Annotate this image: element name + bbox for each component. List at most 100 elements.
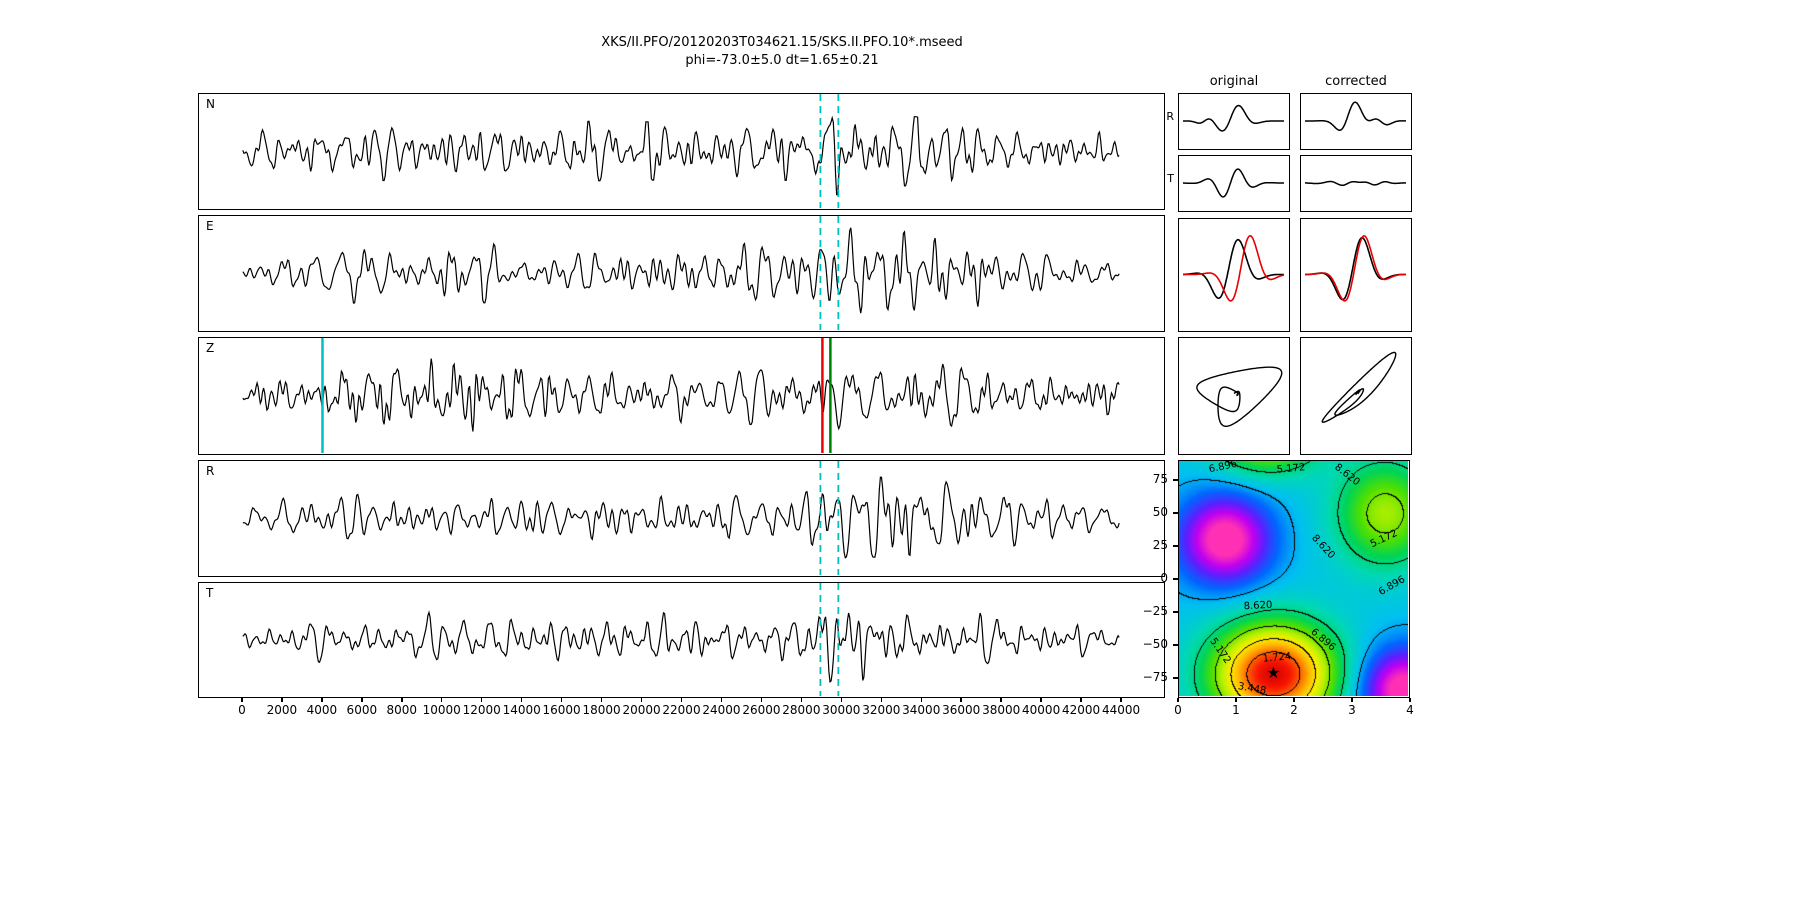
waveform-plot-N <box>242 94 1120 208</box>
waveform-plot-Z <box>242 338 1120 453</box>
fast-slow-panel-corrected-plot <box>1305 234 1406 302</box>
x-axis-tick-label: 14000 <box>502 703 541 717</box>
x-axis-tick <box>560 698 563 702</box>
x-axis-tick-label: 36000 <box>942 703 981 717</box>
map-y-tick-label: −75 <box>1142 670 1168 685</box>
map-y-tick <box>1173 578 1178 580</box>
map-x-tick <box>1235 698 1237 702</box>
seismogram-trace-Z <box>242 358 1120 432</box>
map-y-tick <box>1173 479 1178 481</box>
particle-motion-panel-original-plot <box>1196 366 1283 428</box>
map-y-tick-label: 50 <box>1152 504 1168 519</box>
x-axis-tick-label: 38000 <box>982 703 1021 717</box>
x-axis-tick <box>361 698 363 702</box>
x-axis-tick-label: 42000 <box>1061 703 1101 717</box>
seismogram-trace-R <box>242 476 1120 559</box>
map-y-tick-label: 0 <box>1160 571 1168 585</box>
waveform-panel-R: R <box>198 460 1165 577</box>
small-panel-R-original <box>1178 93 1290 150</box>
figure-subtitle-result: phi=-73.0±5.0 dt=1.65±0.21 <box>685 53 879 68</box>
panel-label-Z: Z <box>206 341 215 355</box>
particle-motion-trace <box>1196 366 1283 428</box>
x-axis-tick <box>680 698 683 702</box>
small-trace <box>1305 234 1406 302</box>
small-panel-R-corrected <box>1300 93 1412 150</box>
x-axis-tick <box>760 698 763 702</box>
row-label-R: R <box>1166 110 1174 123</box>
small-trace <box>1183 234 1284 302</box>
map-x-tick <box>1177 698 1179 702</box>
waveform-plot-R <box>242 461 1120 575</box>
x-axis-tick-label: 40000 <box>1022 703 1061 717</box>
map-x-tick-label: 1 <box>1232 703 1240 717</box>
small-panel-T-original <box>1178 155 1290 212</box>
x-axis-tick <box>840 698 843 702</box>
map-x-tick <box>1409 698 1411 702</box>
column-header-corrected: corrected <box>1325 74 1387 89</box>
map-x-tick <box>1351 698 1353 702</box>
panel-label-N: N <box>206 97 215 111</box>
x-axis-tick <box>920 698 922 702</box>
fast-slow-panel-corrected <box>1300 218 1412 332</box>
column-header-original: original <box>1209 74 1259 89</box>
energy-map-canvas <box>1179 461 1408 696</box>
fast-slow-panel-original-plot <box>1183 234 1284 302</box>
x-axis-tick-label: 30000 <box>822 703 861 717</box>
map-y-tick <box>1173 611 1178 613</box>
particle-motion-panel-corrected <box>1300 337 1412 455</box>
waveform-plot-E <box>242 216 1120 330</box>
row-label-T: T <box>1167 172 1174 185</box>
waveform-panel-Z: Z <box>198 337 1165 455</box>
map-y-tick <box>1173 512 1178 514</box>
x-axis-tick <box>480 698 483 702</box>
x-axis-tick-label: 12000 <box>462 703 501 717</box>
particle-motion-panel-original <box>1178 337 1290 455</box>
x-axis-tick-label: 16000 <box>542 703 581 717</box>
small-panel-T-original-plot <box>1183 168 1284 198</box>
small-trace <box>1183 168 1284 198</box>
x-axis-tick-label: 34000 <box>902 703 941 717</box>
x-axis-tick-label: 0 <box>238 703 246 717</box>
x-axis-tick <box>520 698 523 702</box>
figure-title: XKS/II.PFO/20120203T034621.15/SKS.II.PFO… <box>601 35 963 50</box>
map-y-tick-label: 25 <box>1152 537 1168 552</box>
map-y-tick-label: −50 <box>1142 637 1168 652</box>
panel-label-E: E <box>206 219 214 233</box>
waveform-panel-T: T <box>198 582 1165 698</box>
map-x-tick-label: 2 <box>1290 703 1298 717</box>
x-axis-tick <box>1000 698 1002 702</box>
x-axis-tick-label: 22000 <box>662 703 701 717</box>
x-axis-tick-label: 24000 <box>702 703 741 717</box>
small-panel-R-original-plot <box>1183 104 1284 132</box>
small-trace <box>1305 236 1406 301</box>
small-panel-T-corrected-plot <box>1305 180 1406 187</box>
x-axis-tick-label: 2000 <box>266 703 298 717</box>
x-axis-tick-label: 10000 <box>422 703 461 717</box>
small-trace <box>1183 104 1284 132</box>
best-fit-star-marker: ★ <box>1266 662 1281 682</box>
map-y-tick <box>1173 677 1178 679</box>
particle-motion-trace <box>1321 351 1397 423</box>
x-axis-tick <box>321 698 323 702</box>
map-x-tick-label: 3 <box>1348 703 1356 717</box>
energy-map: 6.896 5.172 8.620 8.620 5.172 6.896 8.620 6.896… <box>1178 460 1410 698</box>
waveform-panel-E: E <box>198 215 1165 332</box>
map-x-tick-label: 0 <box>1174 703 1182 717</box>
panel-label-R: R <box>206 464 215 478</box>
map-x-tick-label: 4 <box>1406 703 1414 717</box>
seismogram-trace-E <box>242 227 1120 314</box>
map-y-tick <box>1173 644 1178 646</box>
map-y-tick-label: −25 <box>1142 604 1168 619</box>
x-axis-tick <box>600 698 603 702</box>
x-axis-tick-label: 18000 <box>582 703 621 717</box>
x-axis-tick <box>1120 698 1122 702</box>
map-y-tick <box>1173 545 1178 547</box>
x-axis-tick <box>960 698 962 702</box>
x-axis-tick-label: 20000 <box>622 703 661 717</box>
contour-label: 8.620 <box>1243 599 1273 613</box>
panel-label-T: T <box>206 586 214 600</box>
seismogram-trace-N <box>242 115 1120 196</box>
x-axis-tick <box>401 698 403 702</box>
x-axis-tick-label: 8000 <box>386 703 418 717</box>
